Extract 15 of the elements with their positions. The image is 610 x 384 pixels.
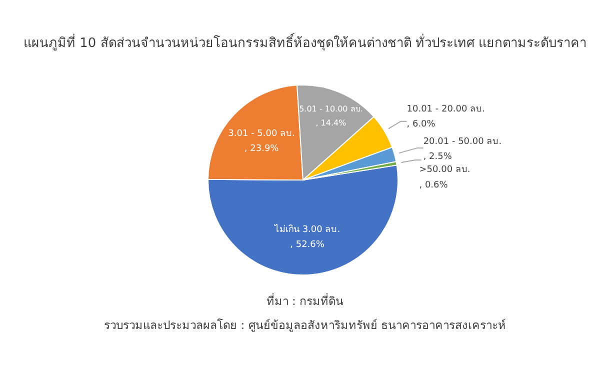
data-label: , 14.4% <box>316 118 347 128</box>
data-label: , 6.0% <box>406 120 436 130</box>
slice-label: 3.01 - 5.00 ลบ. <box>228 128 295 139</box>
data-label: , 52.6% <box>290 240 325 250</box>
text: รวบรวมและประมวลผลโดย : ศูนย์ข้อมูลอสังหาริมทรัพย์ ธนาคารอาคารสงเคราะห์ <box>104 318 506 332</box>
slice-label: 10.01 - 20.00 ลบ. <box>406 104 485 114</box>
slice-label: 5.01 - 10.00 ลบ. <box>299 104 363 114</box>
slice-label: >50.00 ลบ. <box>419 165 470 176</box>
data-label: , 2.5% <box>423 152 452 162</box>
data-label: , 0.6% <box>419 180 448 190</box>
chart-title: แผนภูมิที่ 10 สัดส่วนจำนวนหน่วยโอนกรรมสิทธิ์ห้องชุดให้คนต่างชาติ ทั่วประเทศ แยกตามระดับราคา <box>23 33 587 51</box>
slice-label: 20.01 - 50.00 ลบ. <box>423 136 502 147</box>
slice-label: ไม่เกิน 3.00 ลบ. <box>273 224 340 235</box>
text: ที่มา : กรมที่ดิน <box>266 293 344 308</box>
data-label: , 23.9% <box>244 144 280 154</box>
